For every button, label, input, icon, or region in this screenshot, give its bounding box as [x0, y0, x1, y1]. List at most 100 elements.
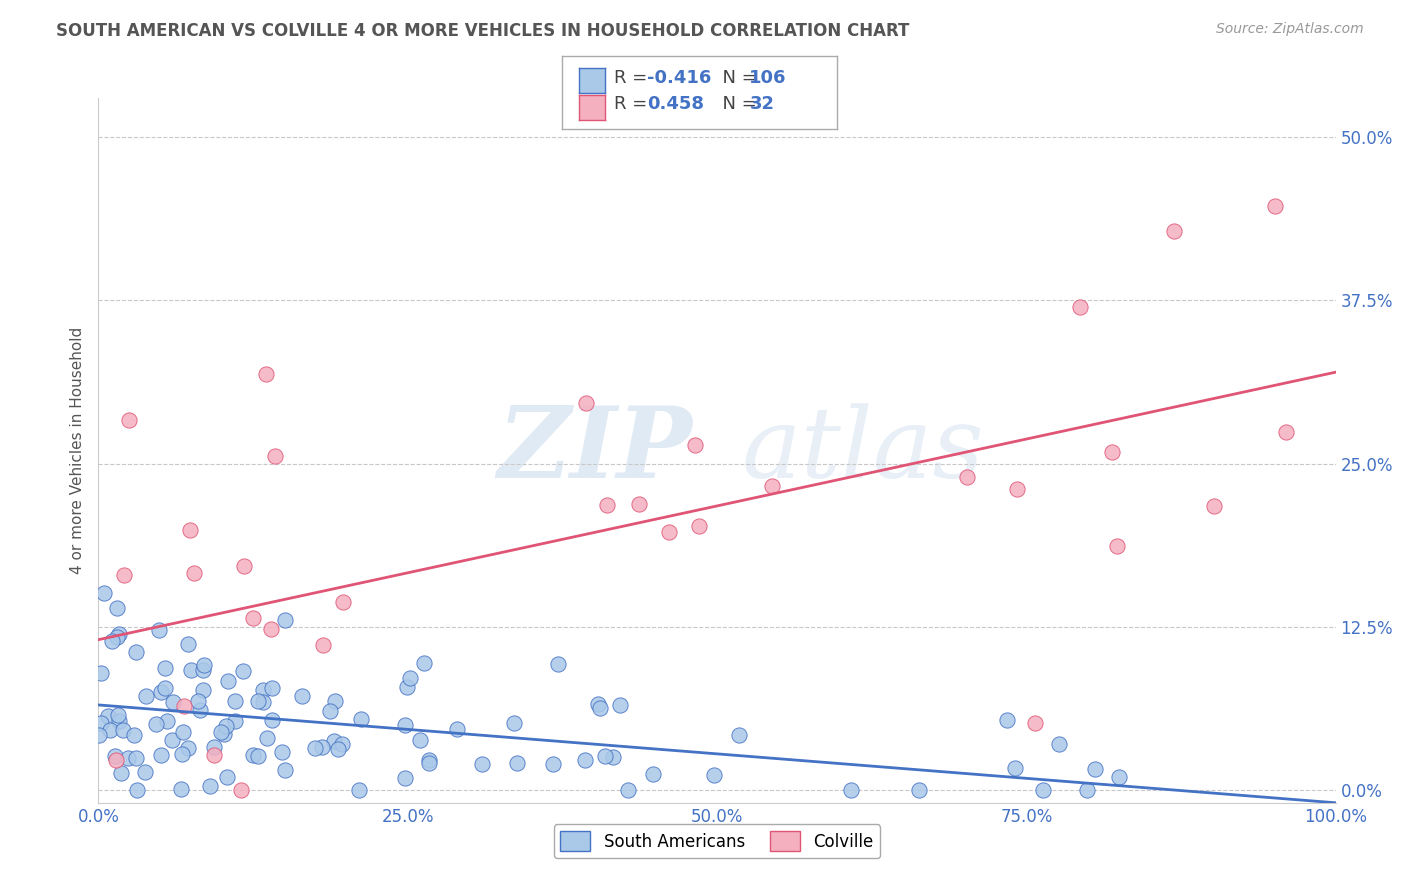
Point	[97, 709, 120, 723]
Point	[574, 753, 596, 767]
Point	[148, 623, 170, 637]
Point	[683, 437, 706, 451]
Point	[995, 713, 1018, 727]
Point	[586, 697, 609, 711]
Point	[125, 645, 148, 659]
Point	[602, 749, 624, 764]
Point	[418, 756, 440, 771]
Point	[215, 719, 238, 733]
Point	[311, 739, 333, 754]
Text: N =: N =	[711, 95, 763, 113]
Text: atlas: atlas	[742, 403, 984, 498]
Point	[177, 740, 200, 755]
Point	[609, 698, 631, 712]
Point	[103, 749, 125, 764]
Text: SOUTH AMERICAN VS COLVILLE 4 OR MORE VEHICLES IN HOUSEHOLD CORRELATION CHART: SOUTH AMERICAN VS COLVILLE 4 OR MORE VEH…	[56, 22, 910, 40]
Point	[256, 731, 278, 746]
Point	[589, 701, 612, 715]
Point	[252, 695, 274, 709]
Point	[217, 673, 239, 688]
Point	[212, 726, 235, 740]
Point	[323, 734, 346, 748]
Point	[396, 681, 419, 695]
Text: 32: 32	[749, 95, 775, 113]
Point	[596, 498, 619, 512]
Point	[409, 733, 432, 747]
Point	[180, 663, 202, 677]
Point	[187, 694, 209, 708]
Point	[1107, 539, 1129, 553]
Point	[263, 449, 285, 463]
Point	[155, 661, 177, 675]
Point	[89, 728, 111, 742]
Point	[347, 782, 370, 797]
Point	[323, 694, 346, 708]
Point	[332, 594, 354, 608]
Point	[304, 740, 326, 755]
Point	[193, 663, 215, 677]
Point	[107, 714, 129, 728]
Point	[398, 671, 420, 685]
Point	[330, 737, 353, 751]
Point	[98, 723, 121, 737]
Point	[1101, 445, 1123, 459]
Point	[112, 567, 135, 582]
Point	[93, 586, 115, 600]
Point	[232, 664, 254, 678]
Point	[170, 781, 193, 796]
Point	[173, 699, 195, 714]
Point	[350, 712, 373, 726]
Point	[105, 600, 128, 615]
Point	[162, 695, 184, 709]
Point	[246, 749, 269, 764]
Point	[262, 681, 284, 696]
Point	[688, 518, 710, 533]
Point	[502, 715, 524, 730]
Point	[246, 694, 269, 708]
Point	[188, 703, 211, 717]
Point	[1047, 737, 1070, 751]
Text: 0.458: 0.458	[647, 95, 704, 113]
Point	[394, 771, 416, 785]
Point	[162, 733, 184, 747]
Point	[100, 634, 122, 648]
Text: R =: R =	[614, 69, 654, 87]
Point	[170, 747, 193, 761]
Point	[233, 559, 256, 574]
Point	[149, 748, 172, 763]
Point	[122, 728, 145, 742]
Text: N =: N =	[711, 69, 763, 87]
Point	[326, 742, 349, 756]
Point	[90, 665, 112, 680]
Point	[110, 765, 132, 780]
Point	[839, 782, 862, 797]
Point	[105, 753, 128, 767]
Text: -0.416: -0.416	[647, 69, 711, 87]
Point	[217, 771, 239, 785]
Point	[1024, 716, 1046, 731]
Point	[242, 747, 264, 762]
Point	[179, 523, 201, 537]
Point	[1264, 199, 1286, 213]
Point	[1163, 225, 1185, 239]
Point	[956, 469, 979, 483]
Point	[617, 782, 640, 797]
Point	[134, 765, 156, 780]
Point	[125, 751, 148, 765]
Point	[1005, 482, 1028, 496]
Point	[107, 708, 129, 723]
Point	[418, 753, 440, 767]
Point	[413, 657, 436, 671]
Point	[229, 782, 252, 797]
Point	[259, 622, 281, 636]
Text: ZIP: ZIP	[498, 402, 692, 499]
Point	[1069, 300, 1091, 314]
Point	[1084, 762, 1107, 776]
Point	[200, 779, 222, 793]
Point	[183, 566, 205, 580]
Point	[202, 748, 225, 763]
Legend: South Americans, Colville: South Americans, Colville	[554, 824, 880, 858]
Point	[270, 745, 292, 759]
Text: R =: R =	[614, 95, 654, 113]
Point	[593, 748, 616, 763]
